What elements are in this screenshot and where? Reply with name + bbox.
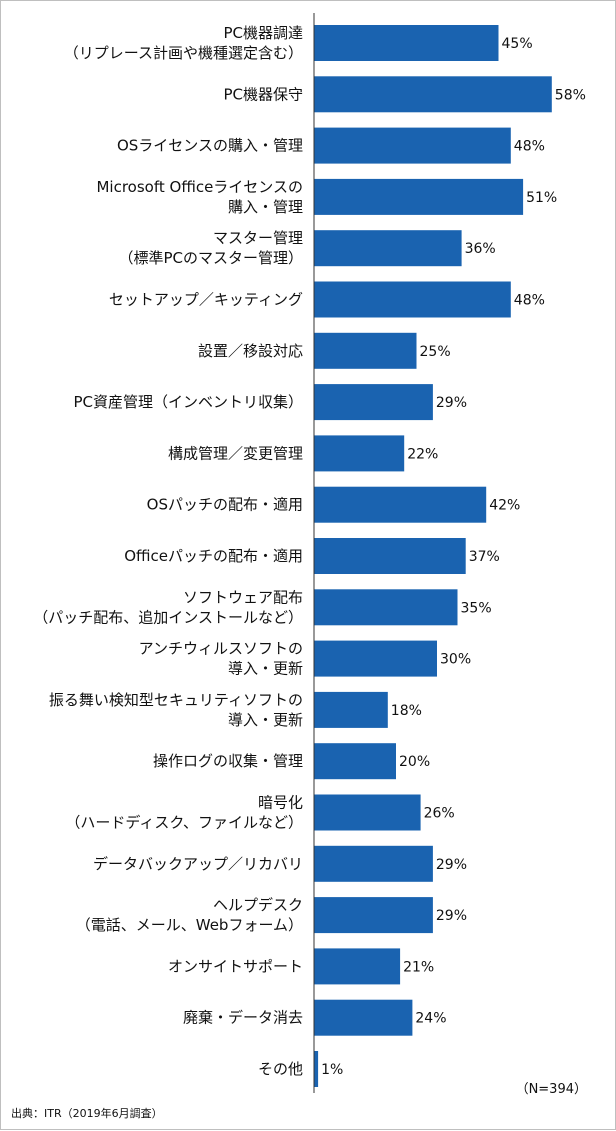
sample-size-note: （N=394） xyxy=(515,1082,587,1097)
data-label: 29% xyxy=(436,857,467,873)
category-label: 構成管理／変更管理 xyxy=(168,444,303,462)
data-label: 48% xyxy=(514,293,545,309)
category-label: データバックアップ／リカバリ xyxy=(93,855,303,873)
category-label: その他 xyxy=(258,1060,303,1078)
data-label: 30% xyxy=(440,652,471,668)
category-label: （電話、メール、Webフォーム） xyxy=(76,916,303,934)
category-label: 操作ログの収集・管理 xyxy=(153,752,303,770)
category-label: 振る舞い検知型セキュリティソフトの xyxy=(49,691,303,709)
bar xyxy=(314,845,433,882)
bar xyxy=(314,281,511,318)
bar xyxy=(314,1051,319,1087)
bar xyxy=(314,178,524,215)
data-label: 26% xyxy=(424,806,455,822)
data-label: 20% xyxy=(399,754,430,770)
bar xyxy=(314,589,458,626)
category-label: アンチウィルスソフトの xyxy=(139,640,303,658)
category-label: （標準PCのマスター管理） xyxy=(118,249,303,267)
category-label: PC機器調達 xyxy=(223,24,303,42)
category-label: PC機器保守 xyxy=(223,85,303,103)
data-label: 36% xyxy=(465,241,496,257)
source-note: 出典：ITR（2019年6月調査） xyxy=(11,1107,163,1120)
category-label: OSライセンスの購入・管理 xyxy=(117,137,303,155)
bar xyxy=(314,948,401,985)
bar xyxy=(314,691,388,728)
category-label: PC資産管理（インベントリ収集） xyxy=(73,393,303,411)
data-label: 24% xyxy=(415,1011,446,1027)
data-label: 48% xyxy=(514,139,545,155)
bar xyxy=(314,384,433,421)
data-label: 37% xyxy=(469,549,500,565)
bar xyxy=(314,999,413,1036)
bar xyxy=(314,794,421,831)
data-label: 45% xyxy=(502,36,533,52)
data-label: 29% xyxy=(436,908,467,924)
bar xyxy=(314,640,437,677)
data-label: 1% xyxy=(321,1062,343,1078)
category-label: マスター管理 xyxy=(213,229,303,247)
category-label: Microsoft Officeライセンスの xyxy=(96,178,303,196)
category-label: （リプレース計画や機種選定含む） xyxy=(64,44,303,62)
category-label: OSパッチの配布・適用 xyxy=(147,496,303,514)
bar xyxy=(314,435,405,472)
data-label: 25% xyxy=(420,344,451,360)
bar xyxy=(314,486,487,523)
category-label: 導入・更新 xyxy=(228,711,303,729)
category-label: 廃棄・データ消去 xyxy=(183,1009,303,1027)
category-label: ソフトウェア配布 xyxy=(183,588,303,606)
category-label: 暗号化 xyxy=(258,794,303,812)
category-label: （ハードディスク、ファイルなど） xyxy=(65,814,303,832)
category-label: （パッチ配布、追加インストールなど） xyxy=(33,608,303,626)
bar xyxy=(314,538,466,574)
bar xyxy=(314,743,396,780)
bar xyxy=(314,230,462,267)
category-label: 導入・更新 xyxy=(228,660,303,678)
bar xyxy=(314,897,433,934)
data-label: 22% xyxy=(407,446,438,462)
bar xyxy=(314,25,499,61)
data-label: 58% xyxy=(555,87,586,103)
data-label: 29% xyxy=(436,395,467,411)
bar xyxy=(314,127,511,164)
data-label: 35% xyxy=(461,600,492,616)
category-label: Officeパッチの配布・適用 xyxy=(124,547,303,565)
bar xyxy=(314,76,552,113)
category-label: オンサイトサポート xyxy=(168,957,303,975)
data-label: 51% xyxy=(526,190,557,206)
bar xyxy=(314,332,417,369)
data-label: 21% xyxy=(403,959,434,975)
data-label: 42% xyxy=(489,498,520,514)
category-label: セットアップ／キッティング xyxy=(109,291,303,309)
category-label: 設置／移設対応 xyxy=(198,342,303,360)
category-label: 購入・管理 xyxy=(228,198,303,216)
data-label: 18% xyxy=(391,703,422,719)
category-label: ヘルプデスク xyxy=(213,896,303,914)
